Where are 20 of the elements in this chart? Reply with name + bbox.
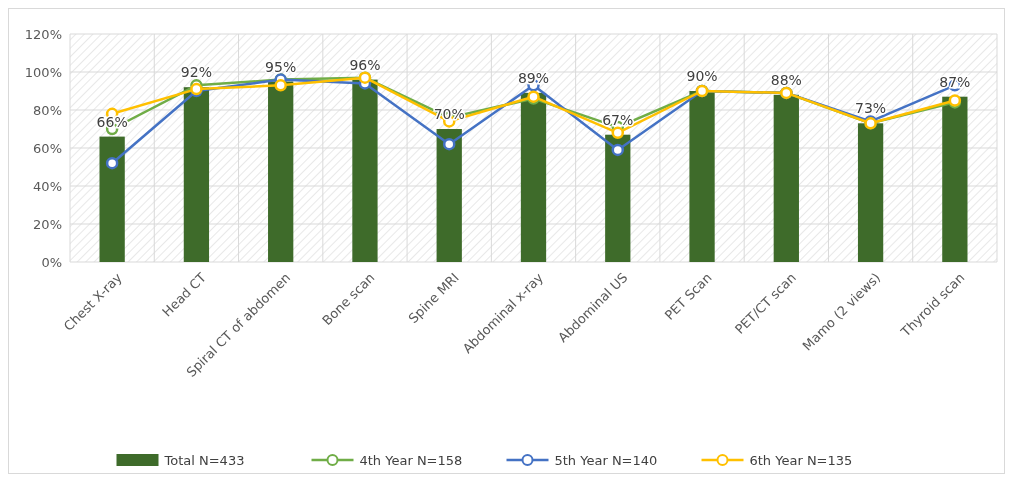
legend-label: 5th Year N=140 (554, 452, 658, 468)
y-tick-label: 60% (33, 140, 62, 156)
y-tick-label: 120% (24, 26, 62, 42)
y-tick-label: 40% (33, 178, 62, 194)
y-tick-label: 0% (41, 254, 62, 270)
y-tick-label: 20% (33, 216, 62, 232)
data-label: 73% (855, 100, 887, 117)
data-label: 92% (180, 64, 212, 81)
data-label: 95% (265, 58, 297, 75)
legend-label: 6th Year N=135 (749, 452, 853, 468)
data-label: 88% (770, 71, 802, 88)
legend-label: 4th Year N=158 (359, 452, 463, 468)
data-label: 87% (939, 73, 971, 90)
legend-label: Total N=433 (163, 452, 245, 468)
data-label: 89% (517, 69, 550, 86)
data-label: 70% (433, 106, 465, 122)
y-tick-label: 100% (24, 64, 62, 80)
y-tick-label: 80% (33, 102, 62, 118)
data-label: 90% (686, 68, 718, 84)
data-label: 96% (349, 56, 381, 73)
